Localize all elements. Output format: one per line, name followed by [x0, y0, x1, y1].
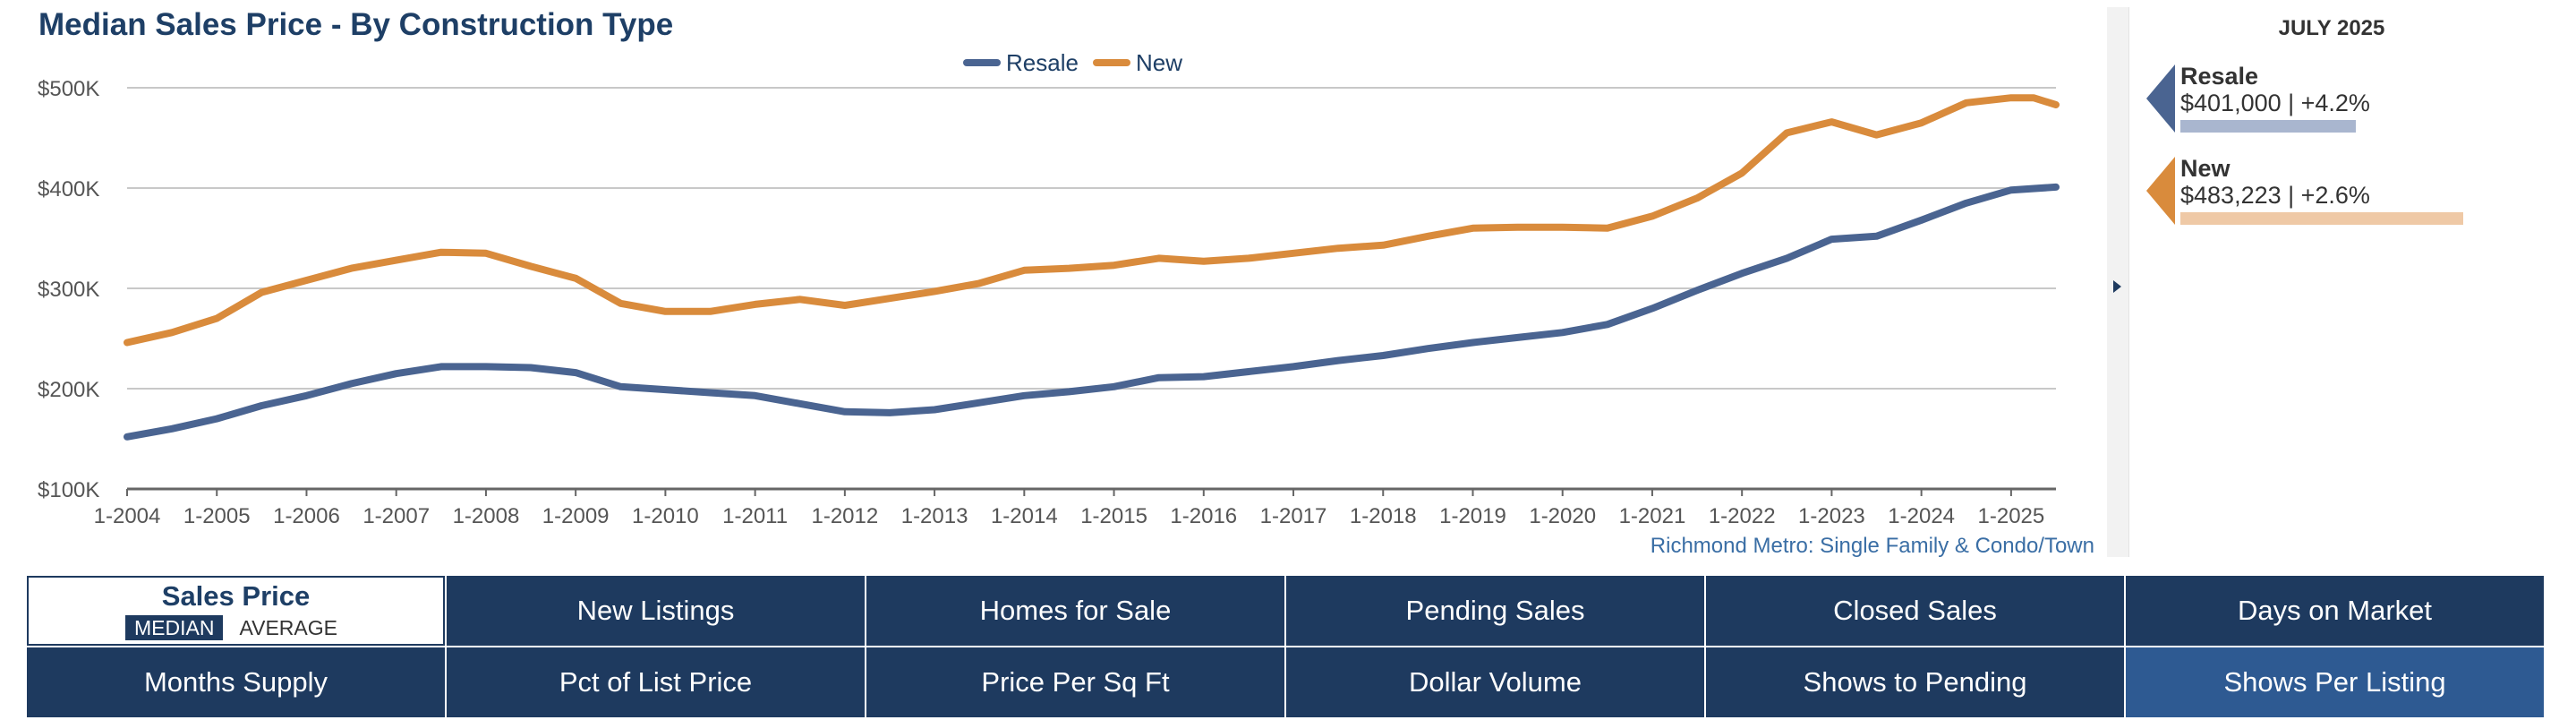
x-tick-label: 1-2015	[1080, 504, 1147, 528]
resale-marker-icon	[2146, 64, 2175, 133]
summary-resale-label: Resale	[2180, 63, 2259, 90]
summary-new-value: $483,223 | +2.6%	[2180, 182, 2370, 209]
x-tick-label: 1-2025	[1978, 504, 2045, 528]
x-tick-label: 1-2005	[183, 504, 251, 528]
x-tick-label: 1-2024	[1888, 504, 1955, 528]
summary-resale-value: $401,000 | +4.2%	[2180, 90, 2370, 116]
x-tick-label: 1-2012	[811, 504, 878, 528]
summary-resale-bar	[2180, 120, 2356, 133]
y-tick-label: $500K	[38, 77, 99, 101]
legend-label-new: New	[1136, 49, 1182, 76]
x-tick-label: 1-2013	[901, 504, 968, 528]
tab-days-on-market[interactable]: Days on Market	[2126, 576, 2544, 646]
tab-homes-for-sale[interactable]: Homes for Sale	[866, 576, 1284, 646]
y-tick-label: $300K	[38, 278, 99, 302]
tab-shows-to-pending[interactable]: Shows to Pending	[1706, 647, 2124, 717]
tab-pct-of-list-price[interactable]: Pct of List Price	[447, 647, 865, 717]
x-tick-label: 1-2018	[1350, 504, 1417, 528]
y-tick-label: $200K	[38, 378, 99, 402]
series-line-resale	[124, 183, 2060, 441]
chart-source-note: Richmond Metro: Single Family & Condo/To…	[1651, 534, 2094, 558]
x-tick-label: 1-2009	[542, 504, 610, 528]
x-tick-label: 1-2011	[722, 504, 788, 528]
x-tick-label: 1-2020	[1529, 504, 1596, 528]
x-tick-label: 1-2019	[1439, 504, 1506, 528]
y-tick-label: $400K	[38, 177, 99, 201]
x-tick-label: 1-2006	[273, 504, 340, 528]
median-toggle[interactable]: MEDIAN	[125, 615, 224, 640]
series-line-new	[124, 94, 2060, 347]
tab-sales-price[interactable]: Sales Price MEDIAN AVERAGE	[27, 576, 445, 646]
tab-new-listings[interactable]: New Listings	[447, 576, 865, 646]
x-tick-label: 1-2022	[1709, 504, 1776, 528]
legend-label-resale: Resale	[1006, 49, 1079, 76]
x-tick-label: 1-2010	[632, 504, 699, 528]
metric-nav: Sales Price MEDIAN AVERAGE New Listings …	[27, 576, 2544, 717]
x-tick-label: 1-2017	[1260, 504, 1327, 528]
x-tick-label: 1-2014	[991, 504, 1058, 528]
x-tick-label: 1-2008	[453, 504, 520, 528]
tab-months-supply[interactable]: Months Supply	[27, 647, 445, 717]
x-tick-label: 1-2023	[1798, 504, 1865, 528]
chart-title: Median Sales Price - By Construction Typ…	[38, 7, 674, 42]
tab-shows-per-listing[interactable]: Shows Per Listing	[2126, 647, 2544, 717]
summary-new-label: New	[2180, 155, 2231, 182]
summary-new-bar	[2180, 212, 2463, 225]
new-marker-icon	[2146, 157, 2175, 225]
expand-panel-icon[interactable]	[2111, 278, 2123, 296]
median-average-toggle: MEDIAN AVERAGE	[125, 615, 346, 640]
x-tick-label: 1-2007	[363, 504, 430, 528]
side-panel-strip	[2107, 7, 2129, 557]
y-tick-label: $100K	[38, 478, 99, 502]
summary-period: JULY 2025	[2278, 16, 2385, 40]
average-toggle[interactable]: AVERAGE	[230, 615, 346, 640]
x-tick-label: 1-2021	[1619, 504, 1686, 528]
tab-sales-price-label: Sales Price	[161, 580, 311, 612]
tab-closed-sales[interactable]: Closed Sales	[1706, 576, 2124, 646]
x-tick-label: 1-2016	[1170, 504, 1237, 528]
tab-price-per-sq-ft[interactable]: Price Per Sq Ft	[866, 647, 1284, 717]
tab-dollar-volume[interactable]: Dollar Volume	[1286, 647, 1704, 717]
line-chart: $100K $200K $300K $400K $500K 1-2004 1-2005 1-2…	[38, 49, 2094, 558]
tab-pending-sales[interactable]: Pending Sales	[1286, 576, 1704, 646]
x-tick-label: 1-2004	[94, 504, 161, 528]
